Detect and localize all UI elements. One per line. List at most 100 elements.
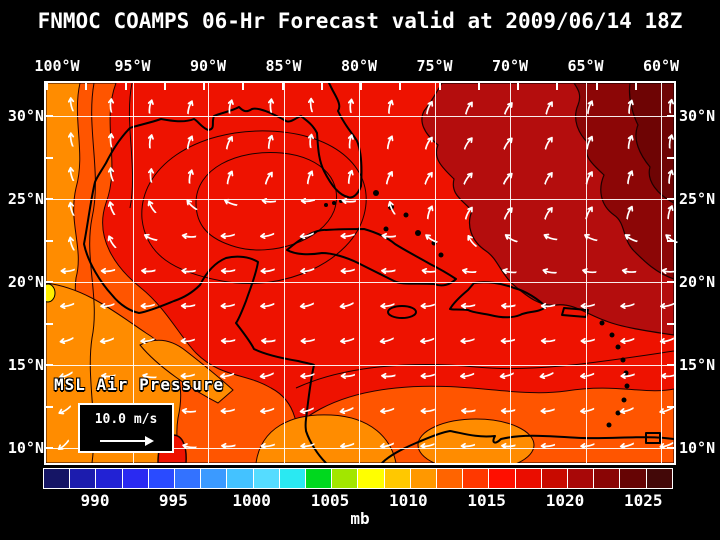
tick-mark (46, 281, 53, 283)
grid-line-lon (208, 83, 209, 463)
lat-label: 30°N (7, 107, 44, 125)
colorbar-cell (279, 469, 306, 488)
colorbar-cell (620, 469, 646, 488)
colorbar-tick-label: 990 (80, 491, 110, 510)
colorbar-cell (175, 469, 201, 488)
tick-mark (46, 447, 53, 449)
tick-mark (46, 198, 53, 200)
grid-line-lat (46, 365, 674, 366)
lat-label: 25°N (679, 190, 716, 208)
colorbar-cell (253, 469, 279, 488)
colorbar-tick-label: 1025 (624, 491, 663, 510)
colorbar-cell (70, 469, 96, 488)
lat-label: 20°N (679, 273, 716, 291)
lat-label: 15°N (679, 356, 716, 374)
pressure-colorbar (43, 468, 673, 489)
colorbar-cell (306, 469, 332, 488)
lon-label: 85°W (265, 57, 302, 75)
lat-label: 25°N (7, 190, 44, 208)
colorbar-cell (227, 469, 253, 488)
colorbar-tick-labels: 990 995 1000 1005 1010 1015 1020 1025 (43, 491, 673, 510)
tick-mark (46, 405, 53, 408)
lon-label: 95°W (114, 57, 151, 75)
colorbar-tick-label: 1015 (467, 491, 506, 510)
coastline-north-america (83, 83, 363, 463)
tick-mark (46, 83, 48, 90)
colorbar-cell (384, 469, 410, 488)
lon-label: 100°W (34, 57, 80, 75)
colorbar-cell (358, 469, 384, 488)
tick-mark (399, 83, 402, 90)
lat-label: 15°N (7, 356, 44, 374)
lon-label: 70°W (491, 57, 529, 75)
colorbar-cell (568, 469, 594, 488)
colorbar-cell (122, 469, 148, 488)
grid-line-lon (132, 83, 134, 463)
colorbar-cell (332, 469, 358, 488)
colorbar-cell (410, 469, 437, 488)
tick-mark (46, 156, 53, 159)
tick-mark (281, 83, 284, 90)
lat-label: 10°N (7, 439, 44, 457)
colorbar-cell (201, 469, 227, 488)
latitude-axis-right: 30°N 25°N 20°N 15°N 10°N (679, 0, 719, 540)
tick-mark (667, 115, 674, 117)
lon-label: 60°W (642, 57, 680, 75)
tick-mark (556, 83, 559, 90)
colorbar-cell (96, 469, 122, 488)
latitude-axis-left: 30°N 25°N 20°N 15°N 10°N (4, 0, 44, 540)
tick-mark (163, 83, 166, 90)
pressure-region-orange-venezuela (417, 418, 535, 463)
tick-mark (124, 83, 127, 90)
tick-mark (595, 83, 598, 90)
grid-line-lon (283, 83, 285, 463)
colorbar-unit-label: mb (350, 509, 370, 528)
tick-mark (242, 83, 245, 90)
coastline-hispaniola (449, 281, 547, 319)
colorbar-cell (489, 469, 515, 488)
grid-line-lon (661, 83, 662, 463)
tick-mark (674, 83, 676, 90)
colorbar-cell (148, 469, 175, 488)
colorbar-tick-label: 995 (158, 491, 188, 510)
tick-mark (667, 281, 674, 283)
isobar-contours (89, 83, 674, 463)
coastline-south-america (381, 430, 674, 463)
tick-mark (477, 83, 480, 90)
lat-label: 30°N (679, 107, 716, 125)
tick-mark (667, 364, 674, 366)
wind-speed-legend-box: 10.0 m/s (78, 403, 174, 453)
colorbar-tick-label: 1000 (232, 491, 271, 510)
colorbar-cell (437, 469, 463, 488)
tick-mark (203, 83, 205, 90)
lat-label: 10°N (679, 439, 716, 457)
low-pressure-yellow-spot (46, 283, 56, 303)
tick-mark (667, 322, 674, 325)
wind-speed-label: 10.0 m/s (94, 412, 158, 427)
tick-mark (438, 83, 441, 90)
lon-label: 75°W (416, 57, 453, 75)
tick-mark (667, 447, 674, 449)
map-plot-area: MSL Air Pressure 10.0 m/s (44, 81, 679, 465)
page-title: FNMOC COAMPS 06-Hr Forecast valid at 200… (37, 9, 683, 33)
lon-label: 65°W (567, 57, 604, 75)
tick-mark (634, 83, 637, 90)
grid-line-lat (46, 448, 674, 449)
island-specks (324, 190, 630, 428)
tick-mark (85, 83, 88, 90)
wind-legend-arrow-icon (100, 436, 154, 446)
grid-line-lat (46, 116, 674, 117)
grid-line-lon (359, 83, 360, 463)
colorbar-cell (463, 469, 489, 488)
tick-mark (360, 83, 362, 90)
tick-mark (46, 239, 53, 242)
grid-line-lat (46, 282, 674, 283)
tick-mark (46, 322, 53, 325)
colorbar-cell (515, 469, 541, 488)
field-label: MSL Air Pressure (54, 375, 225, 394)
colorbar-cell (594, 469, 620, 488)
colorbar-cell (646, 469, 672, 488)
tick-mark (667, 198, 674, 200)
lat-label: 20°N (7, 273, 44, 291)
